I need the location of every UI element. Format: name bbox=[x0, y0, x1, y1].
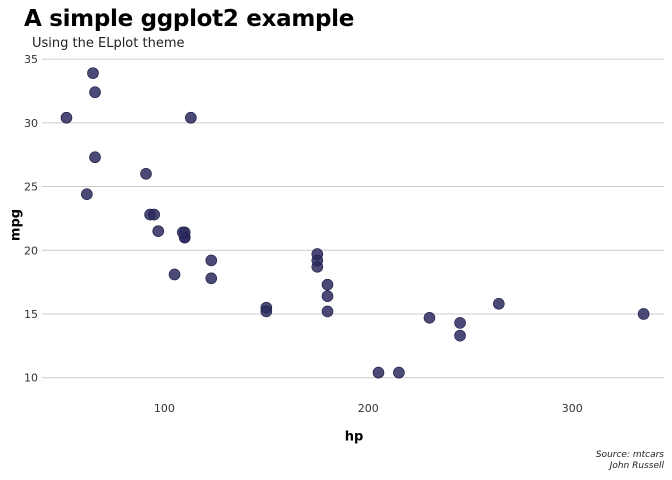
data-point bbox=[454, 329, 466, 342]
y-tick-label: 35 bbox=[24, 53, 38, 66]
y-axis-label: mpg bbox=[8, 208, 24, 242]
data-point bbox=[205, 254, 218, 267]
data-point bbox=[81, 188, 93, 200]
data-point bbox=[454, 317, 466, 329]
caption: Source: mtcars John Russell bbox=[596, 450, 664, 472]
data-point bbox=[637, 308, 650, 320]
y-axis-ticks: 10 15 20 25 30 35 bbox=[24, 53, 38, 385]
data-point bbox=[176, 226, 189, 239]
chart-title: A simple ggplot2 example bbox=[24, 6, 355, 32]
data-point bbox=[321, 305, 334, 318]
data-points bbox=[60, 67, 650, 379]
y-tick-label: 25 bbox=[24, 181, 38, 194]
data-point bbox=[205, 272, 218, 285]
x-axis-ticks: 100 200 300 bbox=[154, 402, 583, 415]
gridlines bbox=[42, 58, 664, 379]
data-point bbox=[168, 268, 181, 281]
data-point bbox=[60, 111, 73, 124]
data-point bbox=[89, 86, 101, 99]
data-point bbox=[140, 167, 152, 180]
data-point bbox=[89, 151, 101, 164]
data-point bbox=[321, 290, 334, 302]
caption-author: John Russell bbox=[609, 461, 664, 471]
data-point bbox=[148, 208, 160, 221]
data-point bbox=[423, 312, 436, 324]
data-point bbox=[321, 278, 334, 291]
data-point bbox=[311, 248, 324, 260]
y-tick-label: 20 bbox=[24, 244, 38, 257]
y-tick-label: 15 bbox=[24, 308, 38, 321]
caption-source: Source: mtcars bbox=[595, 450, 664, 460]
x-tick-label: 100 bbox=[154, 402, 175, 415]
data-point bbox=[393, 366, 405, 379]
data-point bbox=[493, 297, 505, 310]
x-axis-label: hp bbox=[344, 429, 364, 445]
x-tick-label: 300 bbox=[562, 402, 583, 415]
x-tick-label: 200 bbox=[358, 402, 379, 415]
y-tick-label: 30 bbox=[24, 117, 38, 130]
data-point bbox=[152, 225, 165, 237]
data-point bbox=[87, 67, 99, 79]
data-point bbox=[372, 366, 385, 379]
y-tick-label: 10 bbox=[24, 372, 38, 385]
chart-subtitle: Using the ELplot theme bbox=[32, 36, 185, 51]
data-point bbox=[185, 111, 197, 124]
data-point bbox=[260, 305, 273, 318]
